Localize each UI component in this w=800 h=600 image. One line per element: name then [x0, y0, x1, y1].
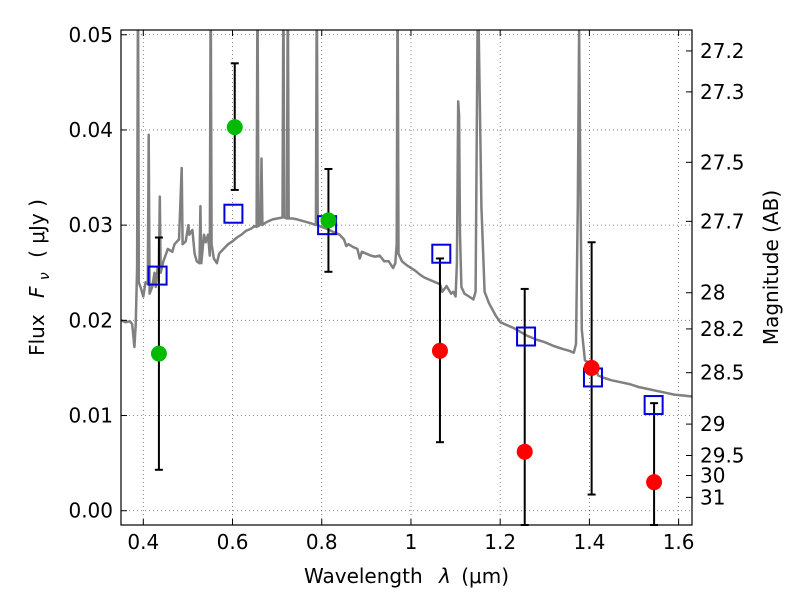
mag-tick-label: 29.5: [700, 444, 745, 468]
y-tick-label: 0.04: [68, 118, 113, 142]
plot-frame: [120, 29, 693, 526]
x-axis-label-prefix: Wavelength: [304, 564, 423, 588]
x-axis-label-symbol: λ: [438, 564, 451, 588]
red_detections-point: [646, 474, 663, 491]
mag-tick-label: 27.5: [700, 150, 745, 174]
mag-tick-label: 28.5: [700, 361, 745, 385]
y-axis-label-unit: ( μJy ): [25, 199, 49, 258]
green_detections-point: [226, 119, 243, 136]
x-tick-label: 1.2: [484, 530, 516, 554]
y-axis-label-subscript: ν: [37, 272, 53, 280]
red_detections-point: [431, 342, 448, 359]
y-tick-label: 0.00: [68, 499, 113, 523]
x-tick-label: 0.4: [127, 530, 159, 554]
y-tick-label: 0.01: [68, 404, 113, 428]
mag-tick-label: 27.7: [700, 209, 745, 233]
mag-tick-label: 30: [700, 464, 725, 488]
mag-tick-label: 27.3: [700, 80, 745, 104]
green_detections-point: [150, 345, 167, 362]
green_detections-point: [320, 212, 337, 229]
mag-tick-label: 28: [700, 281, 725, 305]
y-axis-label-symbol: F: [25, 286, 49, 298]
model-photometry-point: [147, 265, 168, 286]
red_detections-point: [583, 359, 600, 376]
mag-tick-label: 31: [700, 485, 725, 509]
observed-photometry-series: [150, 119, 663, 491]
x-tick-label: 1: [405, 530, 418, 554]
x-tick-label: 0.6: [217, 530, 249, 554]
x-tick-label: 0.8: [306, 530, 338, 554]
x-tick-label: 1.4: [573, 530, 605, 554]
y-tick-label: 0.05: [68, 23, 113, 47]
x-axis-label: Wavelength λ (μm): [304, 564, 509, 588]
grid: [121, 30, 692, 525]
x-axis-label-unit: (μm): [461, 564, 509, 588]
y-axis-label-prefix: Flux: [25, 314, 49, 356]
model-photometry-series: [147, 203, 664, 416]
y-axis-label: Flux F ν ( μJy ): [25, 199, 54, 356]
y-tick-label: 0.02: [68, 308, 113, 332]
red_detections-point: [516, 443, 533, 460]
mag-tick-label: 29: [700, 412, 725, 436]
mag-tick-label: 28.2: [700, 317, 745, 341]
right-axis-label: Magnitude (AB): [759, 190, 783, 345]
model-photometry-point: [431, 243, 452, 264]
model-photometry-point: [223, 203, 244, 224]
axis-ticks: 0.4 0.6 0.8 1 1.2 1.4 1.6 0.00 0.01 0.02 0.03 0.04 0…: [68, 23, 744, 554]
mag-tick-label: 27.2: [700, 39, 745, 63]
template-spectrum-series: [121, 30, 692, 398]
model-photometry-point: [516, 326, 537, 347]
template-spectrum-line: [121, 30, 692, 398]
x-tick-label: 1.6: [663, 530, 695, 554]
model-photometry-point: [643, 395, 664, 416]
y-tick-label: 0.03: [68, 213, 113, 237]
